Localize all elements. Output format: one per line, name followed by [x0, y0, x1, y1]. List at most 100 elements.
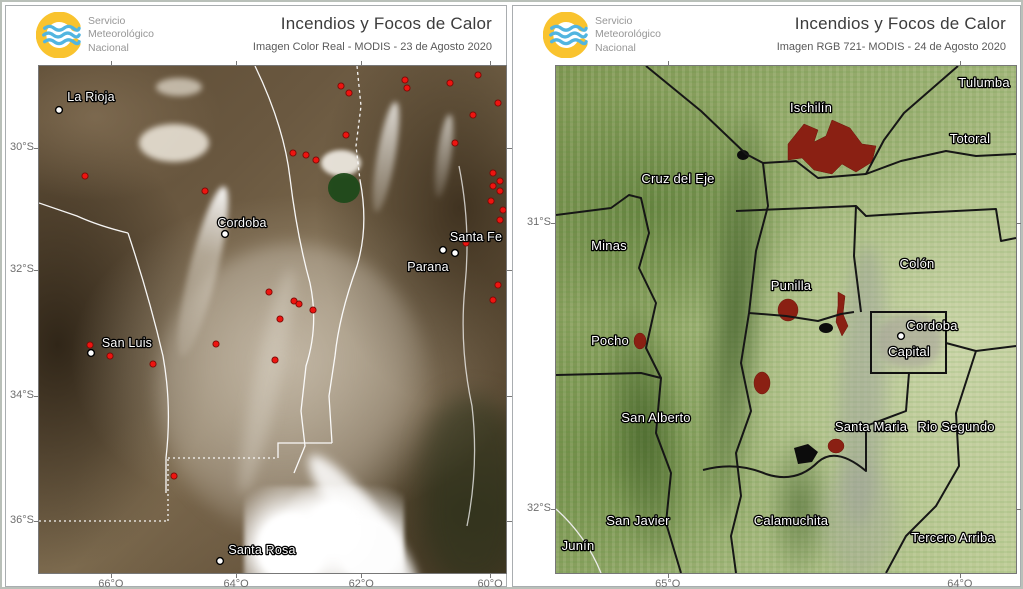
mar-chiquita-lake — [328, 173, 360, 203]
axis-lat-label: 36°S — [10, 513, 34, 526]
fire-hotspot-dot — [494, 281, 502, 289]
axis-lon-label: 60°O — [477, 578, 503, 589]
fire-hotspot-dot — [401, 76, 409, 84]
logo-line: Nacional — [88, 41, 129, 54]
city-marker — [215, 556, 225, 566]
department-label: Cruz del Eje — [641, 171, 714, 186]
axis-tick — [959, 574, 961, 578]
department-label: Totoral — [950, 131, 990, 146]
city-label: Parana — [407, 260, 449, 274]
sierra-ridge — [768, 434, 832, 573]
axis-tick — [667, 61, 669, 65]
city-marker — [438, 245, 448, 255]
axis-lat-label: 32°S — [527, 502, 551, 515]
axis-tick — [110, 574, 112, 578]
satellite-map-rgb721: Cordoba Capital Tulumba Ischilín Totoral Cru… — [555, 65, 1017, 574]
axis-lon-label: 66°O — [98, 578, 124, 589]
smn-logo-icon — [543, 12, 588, 58]
city-marker — [54, 105, 64, 115]
department-label: Tercero Arriba — [911, 530, 995, 545]
axis-lat-label: 34°S — [10, 389, 34, 402]
smn-logo-text: Servicio Meteorológico Nacional — [595, 15, 661, 56]
axis-lat-label: 32°S — [10, 262, 34, 275]
axis-tick — [110, 61, 112, 65]
right-map-subtitle: Imagen RGB 721- MODIS - 24 de Agosto 202… — [776, 41, 1006, 53]
city-marker — [86, 348, 96, 358]
axis-lon-label: 64°O — [223, 578, 249, 589]
fire-hotspot-dot — [494, 99, 502, 107]
axis-tick — [34, 148, 39, 150]
cloud-mass — [244, 486, 404, 573]
axis-tick — [507, 148, 512, 150]
fire-hotspot-dot — [489, 182, 497, 190]
left-map-subtitle: Imagen Color Real - MODIS - 23 de Agosto… — [252, 41, 492, 53]
smoke-haze — [824, 464, 896, 573]
axis-lon-label: 62°O — [348, 578, 374, 589]
axis-lon-label: 64°O — [947, 578, 973, 589]
city-marker — [450, 248, 460, 258]
fire-hotspot-dot — [474, 71, 482, 79]
salt-lake-shore — [321, 150, 361, 176]
department-label: Rio Segundo — [917, 419, 994, 434]
logo-line: Nacional — [595, 41, 636, 54]
fire-hotspot-dot — [302, 151, 310, 159]
salt-flat-patch — [156, 78, 202, 96]
fire-hotspot-dot — [451, 139, 459, 147]
fire-hotspot-dot — [289, 149, 297, 157]
fire-hotspot-dot — [201, 187, 209, 195]
city-label: Santa Fe — [450, 230, 502, 244]
fire-hotspot-dot — [81, 172, 89, 180]
axis-lat-label: 31°S — [527, 216, 551, 229]
fire-hotspot-dot — [496, 187, 504, 195]
axis-tick — [34, 269, 39, 271]
left-map-panel: Servicio Meteorológico Nacional Incendio… — [5, 5, 512, 589]
sierra-ridge — [594, 297, 697, 570]
city-label: San Luis — [102, 336, 152, 350]
axis-tick — [551, 509, 556, 511]
fire-hotspot-dot — [462, 239, 470, 247]
axis-tick — [490, 61, 492, 65]
smn-logo: Servicio Meteorológico Nacional — [543, 12, 661, 58]
axis-tick — [507, 269, 512, 271]
satellite-map-true-color: La Rioja Cordoba Santa Fe Parana San Luis San… — [38, 65, 507, 574]
fire-hotspot-dot — [345, 89, 353, 97]
department-label: Tulumba — [958, 75, 1010, 90]
department-label: Junín — [562, 538, 595, 553]
logo-line: Meteorológico — [595, 28, 661, 41]
fire-hotspot-dot — [312, 156, 320, 164]
department-label: Punilla — [771, 278, 812, 293]
fire-hotspot-dot — [489, 296, 497, 304]
axis-tick — [1017, 509, 1021, 511]
right-map-panel: Servicio Meteorológico Nacional Incendio… — [512, 5, 1021, 587]
smoke-plume — [367, 100, 405, 214]
axis-lat-label: 30°S — [10, 141, 34, 154]
fire-hotspot-dot — [149, 360, 157, 368]
smn-logo-icon — [36, 12, 81, 58]
left-title-block: Incendios y Focos de Calor Imagen Color … — [253, 14, 492, 53]
fire-hotspot-dot — [337, 82, 345, 90]
right-map-title: Incendios y Focos de Calor — [794, 14, 1006, 33]
axis-tick — [361, 61, 363, 65]
smoke-plume — [431, 113, 457, 199]
axis-tick — [34, 520, 39, 522]
fire-hotspot-dot — [489, 169, 497, 177]
axis-tick — [34, 396, 39, 398]
axis-tick — [236, 61, 238, 65]
smn-logo-text: Servicio Meteorológico Nacional — [88, 15, 154, 56]
department-label: Minas — [591, 238, 627, 253]
department-label: Colón — [900, 256, 935, 271]
axis-tick — [667, 574, 669, 578]
axis-tick — [551, 223, 556, 225]
fire-hotspot-dot — [499, 206, 506, 214]
left-map-title: Incendios y Focos de Calor — [280, 14, 492, 33]
dark-terrain-patch — [424, 396, 506, 573]
smn-logo: Servicio Meteorológico Nacional — [36, 12, 154, 58]
axis-tick — [507, 520, 512, 522]
axis-tick — [361, 574, 363, 578]
fire-hotspot-dot — [496, 216, 504, 224]
salt-flat-patch — [139, 124, 209, 162]
axis-lon-label: 65°O — [655, 578, 681, 589]
fire-hotspot-dot — [342, 131, 350, 139]
city-label: La Rioja — [67, 90, 114, 104]
